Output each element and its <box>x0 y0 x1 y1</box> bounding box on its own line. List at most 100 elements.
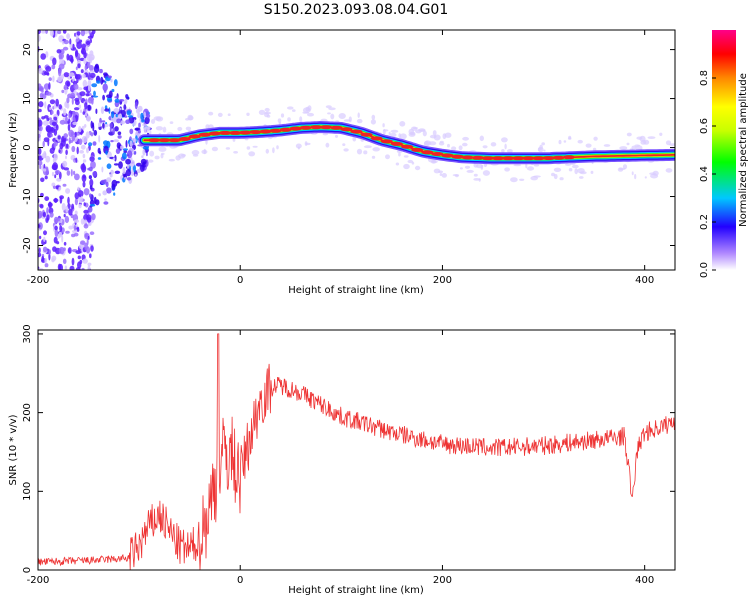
noise-blob <box>141 119 145 123</box>
halo-speck <box>439 173 443 176</box>
noise-blob <box>108 90 113 99</box>
noise-blob <box>59 119 66 125</box>
halo-speck <box>399 133 407 140</box>
noise-blob <box>75 157 78 163</box>
noise-blob <box>68 225 74 230</box>
noise-blob <box>82 79 88 88</box>
noise-blob <box>44 263 49 268</box>
halo-speck <box>462 136 469 141</box>
noise-blob <box>92 95 99 98</box>
noise-blob <box>92 171 98 177</box>
noise-blob <box>92 122 95 128</box>
noise-blob <box>113 192 116 196</box>
ridge-peak <box>492 156 505 161</box>
noise-blob <box>43 230 47 236</box>
halo-speck <box>459 167 463 170</box>
halo-speck <box>302 111 310 114</box>
noise-blob <box>143 111 146 118</box>
noise-blob <box>52 75 55 83</box>
halo-speck <box>403 155 409 158</box>
halo-speck <box>559 177 564 181</box>
halo-speck <box>398 152 401 157</box>
noise-blob <box>68 112 71 119</box>
halo-speck <box>327 112 331 115</box>
noise-blob <box>48 253 51 261</box>
noise-blob <box>62 258 67 264</box>
ridge-peak <box>431 152 444 156</box>
halo-speck <box>504 167 510 172</box>
noise-blob <box>106 187 112 194</box>
noise-blob <box>83 202 86 207</box>
colorbar-tick-label: 0.6 <box>699 118 710 134</box>
halo-speck <box>482 170 490 176</box>
x-tick-label: 400 <box>635 275 654 286</box>
halo-speck <box>399 121 406 127</box>
noise-blob <box>63 72 70 78</box>
noise-blob <box>86 115 91 122</box>
spectrogram-ticks: -200 0 200 400 -20 -10 0 10 20 <box>22 30 675 286</box>
noise-blob <box>123 104 127 110</box>
noise-blob <box>87 35 94 39</box>
noise-blob <box>115 113 118 118</box>
noise-blob <box>78 126 82 133</box>
noise-blob <box>38 235 42 240</box>
halo-speck <box>161 152 165 155</box>
halo-speck <box>507 149 513 153</box>
noise-blob <box>58 263 63 270</box>
noise-blob <box>65 205 69 213</box>
halo-speck <box>525 163 528 169</box>
noise-blob <box>91 83 98 88</box>
noise-blob <box>111 111 115 119</box>
noise-blob <box>109 173 113 178</box>
noise-blob <box>84 64 88 71</box>
halo-speck <box>577 168 585 174</box>
noise-blob <box>74 97 80 102</box>
colorbar-label: Normalized spectral amplitude <box>738 73 749 227</box>
noise-blob <box>89 231 95 235</box>
halo-speck <box>372 147 381 152</box>
noise-blob <box>106 163 112 169</box>
noise-blob <box>74 192 80 200</box>
halo-speck <box>390 129 399 133</box>
noise-blob <box>126 96 130 100</box>
halo-speck <box>356 148 363 155</box>
noise-blob <box>114 126 119 132</box>
spectrogram-frame <box>37 29 676 271</box>
noise-blob <box>79 150 84 154</box>
halo-speck <box>568 168 573 172</box>
noise-blob <box>84 234 88 238</box>
ridge-peak <box>451 154 464 159</box>
halo-speck <box>287 117 291 122</box>
halo-speck <box>519 178 525 181</box>
halo-speck <box>385 154 390 160</box>
halo-speck <box>631 171 634 176</box>
halo-speck <box>444 132 452 138</box>
halo-speck <box>634 174 637 180</box>
noise-blob <box>85 45 89 52</box>
noise-blob <box>68 137 72 145</box>
noise-blob <box>45 91 52 96</box>
noise-blob <box>41 93 47 100</box>
noise-blob <box>135 108 141 114</box>
y-tick-label: 300 <box>22 324 33 343</box>
noise-blob <box>101 166 104 173</box>
noise-blob <box>40 53 46 60</box>
ridge-peak <box>148 138 161 143</box>
noise-blob <box>116 118 121 124</box>
noise-blob <box>113 79 118 87</box>
halo-speck <box>246 146 251 150</box>
halo-speck <box>168 158 175 162</box>
noise-blob <box>114 170 121 174</box>
figure-title: S150.2023.093.08.04.G01 <box>264 2 449 18</box>
noise-blob <box>85 93 90 97</box>
noise-blob <box>58 68 62 77</box>
noise-blob <box>113 108 120 114</box>
noise-blob <box>38 224 41 228</box>
noise-blob <box>112 157 116 160</box>
halo-speck <box>553 167 562 172</box>
halo-speck <box>144 128 147 134</box>
noise-blob <box>105 181 109 188</box>
noise-blob <box>118 99 125 102</box>
noise-blob <box>87 235 90 240</box>
